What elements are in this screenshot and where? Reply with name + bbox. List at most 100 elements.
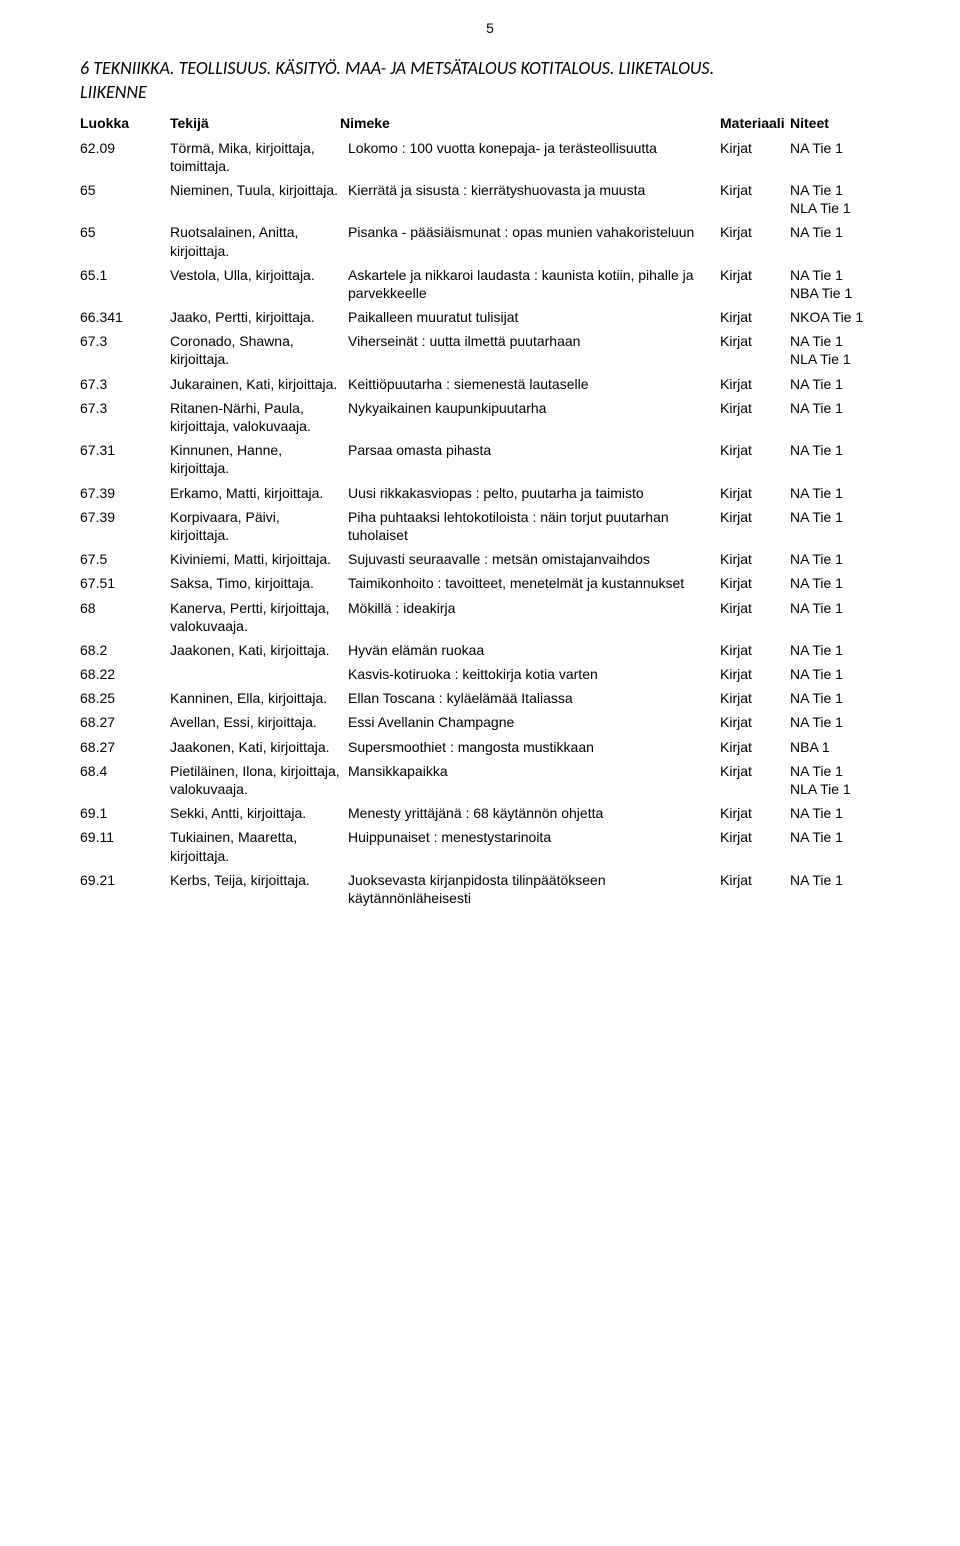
- cell-materiaali: Kirjat: [720, 665, 790, 683]
- table-row: 65.1Vestola, Ulla, kirjoittaja.Askartele…: [80, 266, 900, 302]
- niteet-line: NA Tie 1: [790, 574, 900, 592]
- cell-niteet: NA Tie 1: [790, 871, 900, 889]
- table-row: 69.21Kerbs, Teija, kirjoittaja.Juoksevas…: [80, 871, 900, 907]
- cell-materiaali: Kirjat: [720, 181, 790, 199]
- cell-nimeke: Huippunaiset : menestystarinoita: [348, 828, 720, 846]
- table-row: 68.27Jaakonen, Kati, kirjoittaja.Supersm…: [80, 738, 900, 756]
- table-row: 62.09Törmä, Mika, kirjoittaja, toimittaj…: [80, 139, 900, 175]
- niteet-line: NA Tie 1: [790, 762, 900, 780]
- cell-luokka: 67.39: [80, 484, 170, 502]
- cell-nimeke: Hyvän elämän ruokaa: [348, 641, 720, 659]
- column-header-niteet: Niteet: [790, 115, 900, 131]
- cell-niteet: NA Tie 1: [790, 223, 900, 241]
- cell-luokka: 68.27: [80, 713, 170, 731]
- page: 5 6 TEKNIIKKA. TEOLLISUUS. KÄSITYÖ. MAA-…: [0, 0, 960, 953]
- table-row: 68.25Kanninen, Ella, kirjoittaja.Ellan T…: [80, 689, 900, 707]
- cell-materiaali: Kirjat: [720, 550, 790, 568]
- cell-tekija: Nieminen, Tuula, kirjoittaja.: [170, 181, 348, 199]
- cell-luokka: 67.51: [80, 574, 170, 592]
- cell-tekija: Ruotsalainen, Anitta, kirjoittaja.: [170, 223, 348, 259]
- section-heading-line-1: 6 TEKNIIKKA. TEOLLISUUS. KÄSITYÖ. MAA- J…: [80, 57, 714, 79]
- cell-tekija: Ritanen-Närhi, Paula, kirjoittaja, valok…: [170, 399, 348, 435]
- cell-niteet: NA Tie 1: [790, 828, 900, 846]
- column-header-row: Luokka Tekijä Nimeke Materiaali Niteet: [80, 115, 900, 131]
- cell-luokka: 66.341: [80, 308, 170, 326]
- section-heading-line-2: LIIKENNE: [80, 81, 147, 103]
- cell-tekija: Vestola, Ulla, kirjoittaja.: [170, 266, 348, 284]
- cell-luokka: 67.5: [80, 550, 170, 568]
- cell-nimeke: Lokomo : 100 vuotta konepaja- ja teräste…: [348, 139, 720, 157]
- rows-container: 62.09Törmä, Mika, kirjoittaja, toimittaj…: [80, 139, 900, 908]
- table-row: 67.39Erkamo, Matti, kirjoittaja.Uusi rik…: [80, 484, 900, 502]
- table-row: 67.5Kiviniemi, Matti, kirjoittaja.Sujuva…: [80, 550, 900, 568]
- niteet-line: NA Tie 1: [790, 689, 900, 707]
- niteet-line: NA Tie 1: [790, 266, 900, 284]
- cell-materiaali: Kirjat: [720, 308, 790, 326]
- cell-tekija: Pietiläinen, Ilona, kirjoittaja, valokuv…: [170, 762, 348, 798]
- table-row: 67.51Saksa, Timo, kirjoittaja.Taimikonho…: [80, 574, 900, 592]
- cell-niteet: NA Tie 1NLA Tie 1: [790, 332, 900, 368]
- niteet-line: NLA Tie 1: [790, 780, 900, 798]
- cell-nimeke: Paikalleen muuratut tulisijat: [348, 308, 720, 326]
- cell-materiaali: Kirjat: [720, 738, 790, 756]
- niteet-line: NA Tie 1: [790, 804, 900, 822]
- cell-niteet: NA Tie 1NLA Tie 1: [790, 762, 900, 798]
- table-row: 66.341Jaako, Pertti, kirjoittaja.Paikall…: [80, 308, 900, 326]
- cell-niteet: NA Tie 1NLA Tie 1: [790, 181, 900, 217]
- cell-nimeke: Kierrätä ja sisusta : kierrätyshuovasta …: [348, 181, 720, 199]
- cell-niteet: NA Tie 1: [790, 804, 900, 822]
- table-row: 69.11Tukiainen, Maaretta, kirjoittaja.Hu…: [80, 828, 900, 864]
- cell-niteet: NA Tie 1NBA Tie 1: [790, 266, 900, 302]
- cell-tekija: Kerbs, Teija, kirjoittaja.: [170, 871, 348, 889]
- table-row: 67.3Coronado, Shawna, kirjoittaja.Vihers…: [80, 332, 900, 368]
- cell-luokka: 67.3: [80, 375, 170, 393]
- cell-luokka: 69.11: [80, 828, 170, 846]
- cell-luokka: 68: [80, 599, 170, 617]
- niteet-line: NA Tie 1: [790, 599, 900, 617]
- cell-nimeke: Mansikkapaikka: [348, 762, 720, 780]
- cell-tekija: Korpivaara, Päivi, kirjoittaja.: [170, 508, 348, 544]
- table-row: 65Ruotsalainen, Anitta, kirjoittaja.Pisa…: [80, 223, 900, 259]
- cell-niteet: NA Tie 1: [790, 574, 900, 592]
- niteet-line: NA Tie 1: [790, 399, 900, 417]
- niteet-line: NA Tie 1: [790, 181, 900, 199]
- cell-materiaali: Kirjat: [720, 574, 790, 592]
- cell-materiaali: Kirjat: [720, 828, 790, 846]
- cell-nimeke: Viherseinät : uutta ilmettä puutarhaan: [348, 332, 720, 350]
- niteet-line: NKOA Tie 1: [790, 308, 900, 326]
- cell-niteet: NBA 1: [790, 738, 900, 756]
- cell-tekija: Jukarainen, Kati, kirjoittaja.: [170, 375, 348, 393]
- cell-nimeke: Kasvis-kotiruoka : keittokirja kotia var…: [348, 665, 720, 683]
- cell-tekija: Jaakonen, Kati, kirjoittaja.: [170, 641, 348, 659]
- cell-nimeke: Supersmoothiet : mangosta mustikkaan: [348, 738, 720, 756]
- cell-tekija: Kanninen, Ella, kirjoittaja.: [170, 689, 348, 707]
- cell-materiaali: Kirjat: [720, 484, 790, 502]
- cell-niteet: NA Tie 1: [790, 508, 900, 526]
- cell-luokka: 68.2: [80, 641, 170, 659]
- niteet-line: NLA Tie 1: [790, 199, 900, 217]
- cell-nimeke: Askartele ja nikkaroi laudasta : kaunist…: [348, 266, 720, 302]
- cell-tekija: Tukiainen, Maaretta, kirjoittaja.: [170, 828, 348, 864]
- section-heading: 6 TEKNIIKKA. TEOLLISUUS. KÄSITYÖ. MAA- J…: [80, 56, 900, 105]
- table-row: 67.3Ritanen-Närhi, Paula, kirjoittaja, v…: [80, 399, 900, 435]
- cell-luokka: 68.25: [80, 689, 170, 707]
- cell-niteet: NA Tie 1: [790, 713, 900, 731]
- cell-nimeke: Ellan Toscana : kyläelämää Italiassa: [348, 689, 720, 707]
- cell-nimeke: Piha puhtaaksi lehtokotiloista : näin to…: [348, 508, 720, 544]
- cell-niteet: NA Tie 1: [790, 599, 900, 617]
- cell-materiaali: Kirjat: [720, 139, 790, 157]
- cell-tekija: Sekki, Antti, kirjoittaja.: [170, 804, 348, 822]
- cell-materiaali: Kirjat: [720, 641, 790, 659]
- cell-luokka: 62.09: [80, 139, 170, 157]
- cell-luokka: 68.27: [80, 738, 170, 756]
- cell-nimeke: Uusi rikkakasviopas : pelto, puutarha ja…: [348, 484, 720, 502]
- niteet-line: NA Tie 1: [790, 508, 900, 526]
- cell-nimeke: Juoksevasta kirjanpidosta tilinpäätöksee…: [348, 871, 720, 907]
- cell-nimeke: Menesty yrittäjänä : 68 käytännön ohjett…: [348, 804, 720, 822]
- niteet-line: NA Tie 1: [790, 550, 900, 568]
- cell-luokka: 67.31: [80, 441, 170, 459]
- table-row: 67.39Korpivaara, Päivi, kirjoittaja.Piha…: [80, 508, 900, 544]
- cell-tekija: Kinnunen, Hanne, kirjoittaja.: [170, 441, 348, 477]
- column-header-materiaali: Materiaali: [720, 115, 790, 131]
- cell-luokka: 67.39: [80, 508, 170, 526]
